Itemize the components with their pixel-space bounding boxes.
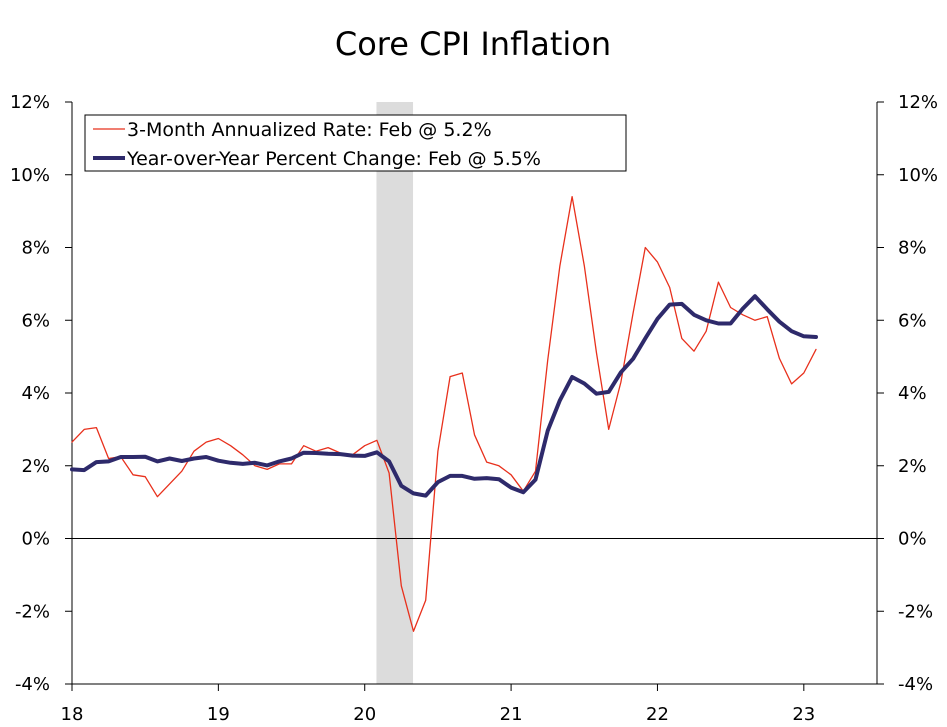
x-tick-label: 23 <box>792 704 815 725</box>
legend-label-three-month: 3-Month Annualized Rate: Feb @ 5.2% <box>127 119 492 141</box>
series-line-three-month <box>71 195 817 632</box>
y-tick-label-right: 8% <box>898 238 927 259</box>
x-tick-label: 22 <box>646 704 669 725</box>
legend-box <box>84 114 627 172</box>
x-tick-label: 19 <box>207 704 230 725</box>
y-tick-label-left: 6% <box>21 310 50 331</box>
chart-title: Core CPI Inflation <box>335 25 611 63</box>
y-tick-label-right: 0% <box>898 529 927 550</box>
y-tick-label-left: 2% <box>21 456 50 477</box>
x-tick-label: 18 <box>61 704 84 725</box>
legend-label-year-over-year: Year-over-Year Percent Change: Feb @ 5.5… <box>126 148 541 170</box>
y-tick-label-right: 4% <box>898 383 927 404</box>
x-tick-label: 20 <box>353 704 376 725</box>
y-tick-label-right: 2% <box>898 456 927 477</box>
y-tick-label-left: 4% <box>21 383 50 404</box>
y-tick-label-left: 0% <box>21 529 50 550</box>
y-tick-label-right: 12% <box>898 92 938 113</box>
x-tick-label: 21 <box>500 704 523 725</box>
y-tick-label-left: 10% <box>10 165 50 186</box>
y-tick-label-right: 6% <box>898 310 927 331</box>
y-tick-label-right: -2% <box>898 601 933 622</box>
y-tick-label-right: 10% <box>898 165 938 186</box>
y-tick-label-left: -4% <box>15 674 50 695</box>
recession-shading <box>376 102 414 684</box>
y-tick-label-right: -4% <box>898 674 933 695</box>
y-tick-label-left: 12% <box>10 92 50 113</box>
y-tick-label-left: -2% <box>15 601 50 622</box>
y-tick-label-left: 8% <box>21 238 50 259</box>
legend: 3-Month Annualized Rate: Feb @ 5.2% Year… <box>84 114 627 172</box>
series-line-year-over-year <box>70 294 818 498</box>
